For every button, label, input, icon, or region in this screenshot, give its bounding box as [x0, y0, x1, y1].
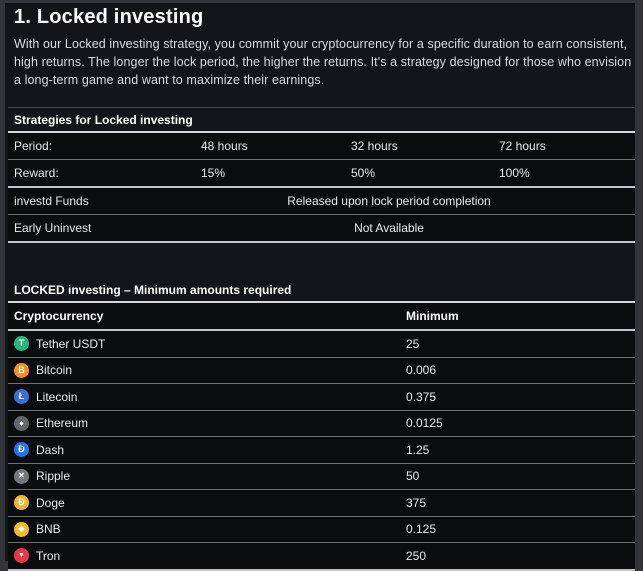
period-value-3: 72 hours — [499, 139, 546, 153]
crypto-name: Tether USDT — [36, 336, 106, 351]
reward-value-3: 100% — [499, 166, 530, 180]
litecoin-icon: Ł — [14, 389, 29, 405]
table-row-reward: Reward: 15% 50% 100% — [8, 160, 635, 188]
crypto-name: Bitcoin — [36, 363, 73, 378]
crypto-minimum: 0.006 — [406, 363, 437, 378]
minimums-table-header-row: Cryptocurrency Minimum — [8, 303, 635, 331]
reward-value-2: 50% — [351, 166, 376, 180]
crypto-minimum: 1.25 — [406, 442, 430, 457]
crypto-name: Ethereum — [36, 416, 89, 431]
strategies-table: Strategies for Locked investing Period: … — [8, 107, 635, 243]
column-header-cryptocurrency: Cryptocurrency — [14, 309, 104, 323]
table-row: Ł Litecoin 0.375 — [8, 384, 635, 411]
period-value-1: 48 hours — [201, 139, 248, 153]
crypto-name: Litecoin — [36, 389, 78, 404]
crypto-minimum: 50 — [406, 469, 420, 484]
crypto-minimum: 0.125 — [406, 522, 437, 537]
table-row: ✕ Ripple 50 — [8, 463, 635, 490]
strategies-table-title: Strategies for Locked investing — [8, 108, 635, 133]
ethereum-icon: ♦ — [14, 415, 29, 431]
table-row-early-uninvest: Early Uninvest Not Available — [8, 215, 635, 243]
crypto-name: BNB — [36, 522, 61, 537]
bnb-icon: ◆ — [14, 521, 29, 537]
table-row: ◆ BNB 0.125 — [8, 516, 635, 543]
early-uninvest-value: Not Available — [354, 221, 424, 235]
minimums-table: LOCKED investing – Minimum amounts requi… — [8, 278, 635, 571]
crypto-minimum: 0.0125 — [406, 416, 443, 431]
locked-investing-page: 1. Locked investing With our Locked inve… — [5, 3, 635, 571]
page-title: 1. Locked investing — [14, 6, 204, 28]
reward-label: Reward: — [14, 166, 59, 180]
period-value-2: 32 hours — [351, 139, 398, 153]
reward-value-1: 15% — [201, 166, 226, 180]
table-row-period: Period: 48 hours 32 hours 72 hours — [8, 133, 635, 160]
tron-icon: ▼ — [14, 548, 29, 564]
ripple-icon: ✕ — [14, 468, 29, 484]
bitcoin-icon: B — [14, 362, 29, 378]
invested-funds-label: investd Funds — [14, 194, 89, 208]
crypto-minimum: 25 — [406, 336, 420, 351]
table-row: ♦ Ethereum 0.0125 — [8, 410, 635, 437]
dash-icon: Đ — [14, 442, 29, 458]
crypto-name: Ripple — [36, 469, 71, 484]
crypto-rows: T Tether USDT 25 B Bitcoin 0.006 Ł Litec… — [8, 331, 635, 571]
page-description: With our Locked investing strategy, you … — [14, 37, 632, 87]
crypto-minimum: 0.375 — [406, 389, 437, 404]
crypto-name: Dash — [36, 442, 65, 457]
table-row: T Tether USDT 25 — [8, 331, 635, 358]
table-row: Đ Dash 1.25 — [8, 437, 635, 464]
crypto-minimum: 250 — [406, 548, 427, 563]
table-row: Ð Doge 375 — [8, 490, 635, 517]
column-header-minimum: Minimum — [406, 309, 459, 323]
doge-icon: Ð — [14, 495, 29, 511]
period-label: Period: — [14, 139, 53, 153]
minimums-table-title: LOCKED investing – Minimum amounts requi… — [8, 278, 635, 303]
crypto-name: Doge — [36, 495, 65, 510]
table-row-invested-funds: investd Funds Released upon lock period … — [8, 188, 635, 215]
invested-funds-value: Released upon lock period completion — [287, 194, 491, 208]
table-row: ▼ Tron 250 — [8, 543, 635, 571]
crypto-name: Tron — [36, 548, 61, 563]
table-row: B Bitcoin 0.006 — [8, 357, 635, 384]
early-uninvest-label: Early Uninvest — [14, 221, 92, 235]
crypto-minimum: 375 — [406, 495, 427, 510]
tether-icon: T — [14, 336, 29, 352]
